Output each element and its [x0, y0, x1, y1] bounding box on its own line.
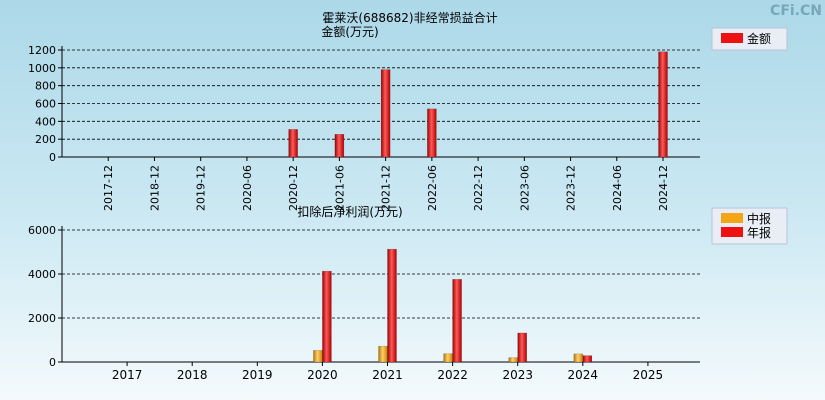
x-tick-label: 2024	[568, 368, 599, 382]
legend-label: 中报	[747, 211, 771, 226]
x-tick-label: 2021-12	[380, 165, 393, 211]
y-tick-label: 800	[35, 80, 56, 93]
y-tick-label: 1200	[28, 44, 56, 57]
x-tick-label: 2020-06	[241, 165, 254, 211]
y-axis-label: 金额(万元)	[321, 24, 378, 39]
x-tick-label: 2024-06	[611, 165, 624, 211]
y-tick-label: 1000	[28, 62, 56, 75]
bar-中报-2021	[378, 345, 388, 363]
y-tick-label: 400	[35, 115, 56, 128]
legend-label: 年报	[747, 225, 771, 240]
x-tick-label: 2019-12	[195, 165, 208, 211]
legend-label: 金额	[747, 31, 771, 46]
chart-2: 扣除后净利润(万元) 0 2000 4000 6000 2017 2018 2019 2020 2…	[28, 204, 788, 382]
bar-金额-2022-06	[427, 108, 437, 158]
legend-swatch	[721, 213, 743, 223]
x-tick-label: 2017-12	[102, 165, 115, 211]
x-tick-label: 2024-12	[657, 165, 670, 211]
chart-title: 霍莱沃(688682)非经常损益合计	[322, 10, 497, 25]
y-tick-label: 4000	[28, 268, 56, 281]
bar-年报-2022	[452, 279, 462, 363]
y-tick-label: 6000	[28, 224, 56, 237]
x-tick-label: 2025	[633, 368, 664, 382]
x-tick-label: 2020-12	[287, 165, 300, 211]
x-tick-label: 2023	[502, 368, 533, 382]
x-tick-label: 2023-06	[518, 165, 531, 211]
x-tick-label: 2017	[112, 368, 143, 382]
x-tick-label: 2020	[307, 368, 338, 382]
bar-年报-2021	[387, 248, 397, 363]
x-tick-label: 2023-12	[565, 165, 578, 211]
x-tick-label: 2022-12	[472, 165, 485, 211]
bar-年报-2020	[322, 270, 332, 363]
legend-swatch	[721, 227, 743, 237]
x-tick-label: 2018	[177, 368, 208, 382]
x-tick-label: 2021	[372, 368, 403, 382]
x-tick-label: 2022	[437, 368, 468, 382]
bar-中报-2020	[313, 350, 323, 363]
bar-年报-2024	[582, 355, 593, 363]
bar-金额-2020-12	[288, 129, 298, 158]
chart-title: 扣除后净利润(万元)	[297, 204, 402, 219]
x-tick-label: 2021-06	[333, 165, 346, 211]
bar-金额-2021-06	[334, 134, 345, 158]
y-tick-label: 0	[49, 356, 56, 369]
bar-中报-2022	[443, 353, 453, 363]
brand-watermark: CFi.CN	[770, 3, 822, 19]
y-tick-label: 600	[35, 98, 56, 111]
x-tick-label: 2022-06	[426, 165, 439, 211]
x-tick-label: 2018-12	[148, 165, 161, 211]
y-tick-label: 0	[49, 151, 56, 164]
bar-中报-2024	[573, 353, 584, 363]
y-tick-label: 200	[35, 133, 56, 146]
y-tick-label: 2000	[28, 312, 56, 325]
bar-金额-2024-12	[658, 51, 668, 158]
x-tick-label: 2019	[242, 368, 273, 382]
legend-swatch	[721, 33, 743, 43]
bar-年报-2023	[517, 332, 527, 363]
bar-中报-2023	[508, 357, 518, 363]
bar-金额-2021-12	[380, 69, 391, 158]
